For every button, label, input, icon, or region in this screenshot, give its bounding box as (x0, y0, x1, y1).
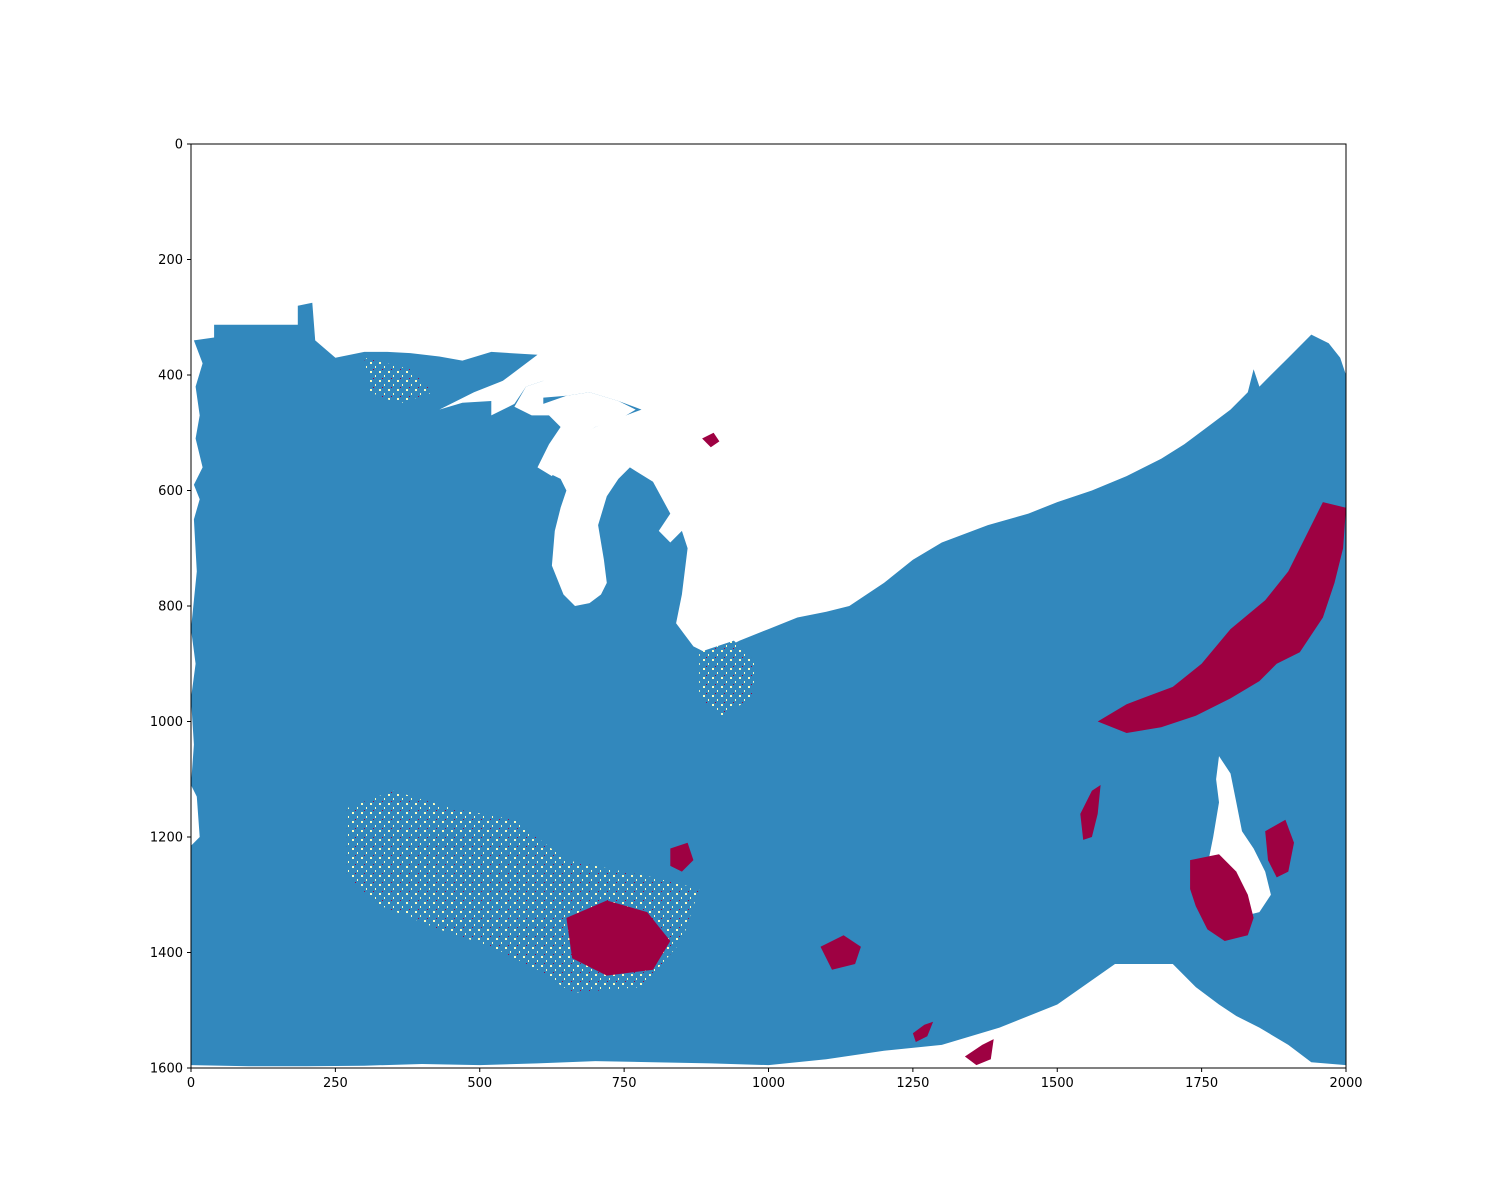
y-tick-label: 1400 (150, 946, 183, 961)
x-axis: 0 250 500 750 1000 1250 1500 1750 2000 (187, 1068, 1363, 1091)
region-high-9 (566, 900, 671, 976)
x-tick-label: 1750 (1185, 1076, 1218, 1091)
x-tick-label: 250 (323, 1076, 348, 1091)
y-tick-label: 1600 (150, 1062, 183, 1077)
raster-layer (191, 302, 1346, 1067)
y-tick-label: 400 (158, 369, 183, 384)
region-high-3 (1265, 819, 1294, 878)
region-high-5 (964, 1039, 994, 1066)
y-tick-label: 800 (158, 600, 183, 615)
x-tick-label: 1000 (752, 1076, 785, 1091)
x-tick-label: 1500 (1041, 1076, 1074, 1091)
x-tick-label: 2000 (1329, 1076, 1362, 1091)
region-high-2 (1190, 854, 1254, 941)
y-tick-label: 600 (158, 484, 183, 499)
region-high-7 (670, 842, 694, 872)
x-tick-label: 500 (467, 1076, 492, 1091)
region-high-1 (1080, 785, 1101, 840)
inland-water-0 (514, 380, 636, 477)
region-mid-10 (699, 640, 757, 716)
y-tick-label: 1000 (150, 715, 183, 730)
region-high-11 (820, 935, 861, 970)
region-high-0 (1097, 502, 1346, 733)
x-tick-label: 0 (187, 1076, 195, 1091)
y-tick-label: 1200 (150, 831, 183, 846)
x-tick-label: 750 (612, 1076, 637, 1091)
region-high-4 (912, 1021, 934, 1042)
y-tick-label: 0 (175, 138, 183, 153)
x-tick-label: 1250 (896, 1076, 929, 1091)
y-tick-label: 200 (158, 253, 183, 268)
region-mid-12 (364, 357, 434, 404)
region-high-6 (702, 432, 720, 448)
y-axis: 0 200 400 600 800 1000 1200 1400 1600 (150, 138, 191, 1077)
